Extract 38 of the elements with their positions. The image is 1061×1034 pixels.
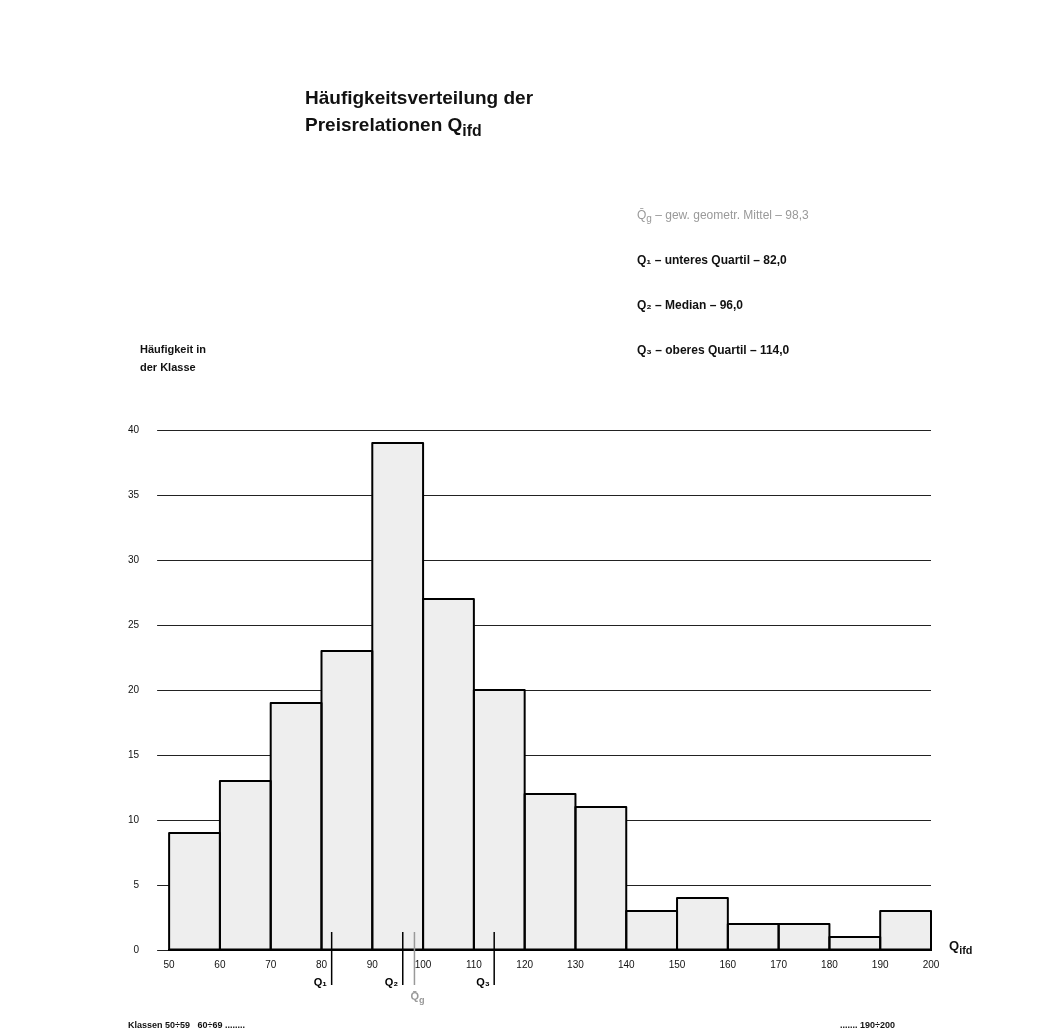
y-tick-label: 35	[128, 488, 140, 500]
y-tick-label: 10	[128, 813, 140, 825]
ref-line-label: Q₂	[384, 976, 399, 988]
text: Q₁ – unteres Quartil – 82,0	[637, 253, 787, 267]
x-tick-label: 130	[567, 958, 585, 970]
chart-title: Häufigkeitsverteilung der Preisrelationen Q$_{ifd}$	[305, 86, 535, 141]
x-tick-label: 160	[719, 958, 737, 970]
text: Klassen 50÷59 60÷69 ........	[128, 1020, 245, 1030]
x-tick-label: 80	[315, 958, 328, 970]
text: Q₃ – oberes Quartil – 114,0	[637, 343, 790, 357]
y-axis-title: Häufigkeit in der Klasse	[140, 342, 207, 375]
y-tick-label: 0	[133, 943, 140, 955]
x-tick-label: 170	[770, 958, 788, 970]
x-tick-label: 70	[265, 958, 277, 970]
x-tick-label: 200	[922, 958, 940, 970]
ref-line-label: Q̄$_{g}$	[410, 990, 425, 1006]
x-tick-label: 60	[214, 958, 226, 970]
y-tick-label: 30	[128, 553, 140, 565]
x-tick-label: 140	[617, 958, 636, 970]
ref-line-label: Q₃	[476, 976, 490, 988]
x-tick-label: 50	[163, 958, 176, 970]
x-tick-label: 90	[366, 958, 379, 970]
ref-line-label: Q₁	[313, 976, 327, 988]
x-tick-label: 180	[821, 958, 839, 970]
x-tick-label: 190	[871, 958, 889, 970]
x-tick-label: 150	[668, 958, 686, 970]
y-tick-label: 15	[128, 748, 140, 760]
y-tick-label: 5	[133, 878, 140, 890]
x-tick-label: 120	[516, 958, 534, 970]
y-tick-label: 40	[128, 423, 140, 435]
text: Q₂ – Median – 96,0	[637, 298, 744, 312]
x-tick-label: 110	[465, 958, 483, 970]
text: ....... 190÷200	[840, 1020, 895, 1030]
text: Q̄$_{g}$ – gew. geometr. Mittel – 98,3	[637, 208, 809, 225]
x-tick-label: 100	[414, 958, 432, 970]
y-tick-label: 20	[128, 683, 140, 695]
x-axis-title: Q$_{ifd}$	[949, 938, 973, 956]
y-tick-label: 25	[128, 618, 140, 630]
